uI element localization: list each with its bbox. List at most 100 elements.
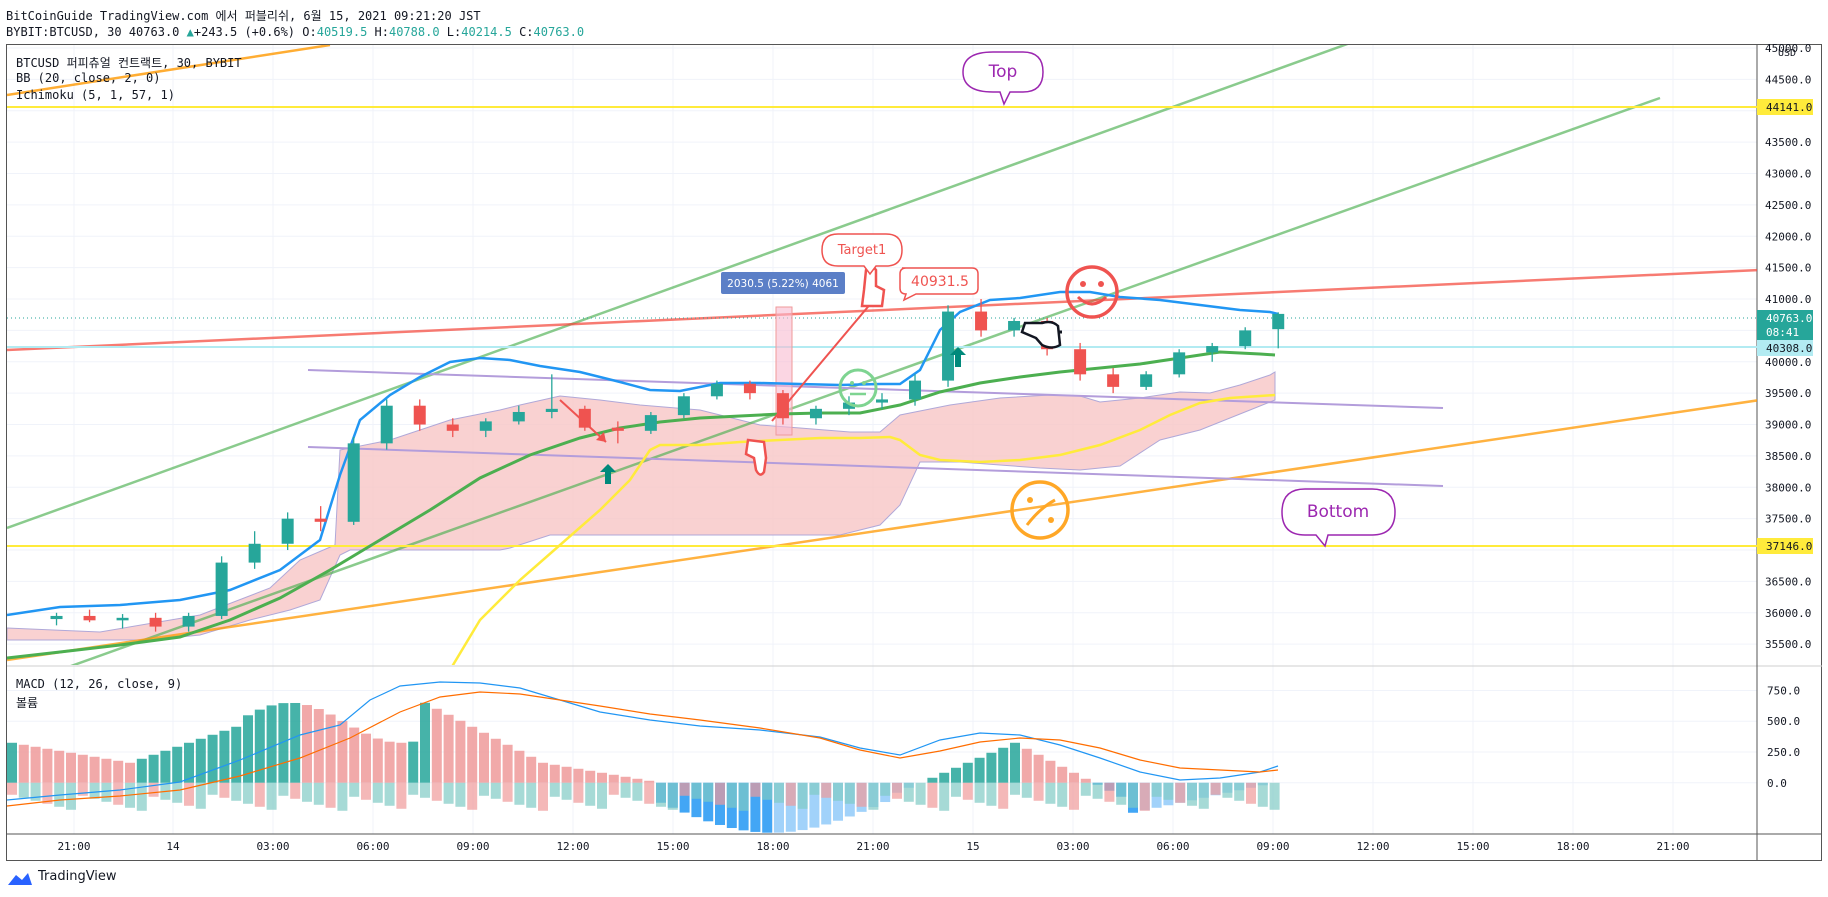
top-callout[interactable]: Top [962, 51, 1044, 106]
volume-bar [302, 782, 312, 802]
macd-bar [290, 702, 301, 783]
bottom-callout[interactable]: Bottom [1281, 488, 1396, 548]
legend-volume[interactable]: 볼륨 [16, 696, 39, 710]
candle[interactable] [1272, 312, 1285, 349]
macd-bar [231, 726, 242, 783]
candle[interactable] [545, 374, 558, 419]
candle[interactable] [809, 405, 822, 425]
macd-line [7, 681, 1279, 801]
candle[interactable] [248, 531, 261, 569]
volume-bar [620, 782, 631, 798]
candle[interactable] [1107, 368, 1120, 394]
time-tick-label: 21:00 [57, 840, 90, 853]
candle[interactable] [677, 393, 690, 419]
candle[interactable] [116, 614, 129, 629]
volume-bar [1175, 782, 1186, 803]
time-tick-label: 09:00 [456, 840, 489, 853]
green-channel-upper[interactable] [7, 43, 1350, 530]
price-tick-label: 36500.0 [1765, 575, 1811, 588]
volume-bar [726, 782, 737, 808]
chart-frame[interactable] [6, 44, 1822, 861]
candle[interactable] [1140, 371, 1153, 391]
candle[interactable] [1206, 342, 1219, 362]
top-callout-text: Top [988, 62, 1018, 82]
candle[interactable] [1074, 342, 1087, 381]
time-tick-label: 18:00 [756, 840, 789, 853]
candle[interactable] [479, 418, 492, 438]
volume-bar [809, 782, 820, 795]
target1-callout[interactable]: Target1 [821, 233, 903, 276]
macd-bar [113, 760, 124, 783]
time-axis[interactable]: 21:00 14 03:00 06:00 09:00 12:00 15:00 18:00 21:… [57, 840, 1689, 853]
candle[interactable] [710, 380, 723, 400]
macd-bar [986, 752, 997, 783]
time-tick-label: 03:00 [256, 840, 289, 853]
macd-signal-line [7, 691, 1279, 807]
legend-main[interactable]: BTCUSD 퍼피츄얼 컨트랙트, 30, BYBIT [16, 56, 242, 70]
purple-channel-lower[interactable] [307, 446, 1444, 487]
candle[interactable] [909, 374, 922, 406]
candle[interactable] [842, 396, 855, 416]
candle[interactable] [1008, 317, 1021, 337]
volume-bar [691, 782, 702, 799]
footer-brand[interactable]: TradingView [8, 869, 117, 884]
candle[interactable] [182, 612, 195, 632]
candle[interactable] [1239, 327, 1252, 350]
target-price-callout[interactable]: 40931.5 [899, 267, 979, 302]
up-arrow-icon: ▲ [186, 25, 194, 39]
volume-bar [903, 782, 914, 802]
candle[interactable] [644, 411, 657, 434]
candle[interactable] [50, 612, 63, 626]
macd-bar [125, 762, 135, 783]
measure-label[interactable]: 2030.5 (5.22%) 4061 [721, 272, 845, 294]
volume-bar [455, 782, 466, 807]
candle[interactable] [611, 421, 624, 444]
legend-ichimoku[interactable]: Ichimoku (5, 1, 57, 1) [16, 88, 175, 102]
volume-bar [585, 782, 596, 806]
price-axis[interactable]: 45000.044500.044000.043500.043000.042500… [1765, 42, 1811, 651]
target1-text: Target1 [837, 243, 887, 258]
candle[interactable] [215, 556, 228, 620]
price-label-top: 44141.0 [1757, 99, 1813, 115]
candle[interactable] [281, 512, 294, 551]
volume-bar [1069, 782, 1079, 810]
smile-face-green-icon [838, 368, 878, 408]
svg-text:08:41: 08:41 [1766, 326, 1799, 339]
legend-bb[interactable]: BB (20, close, 2, 0) [16, 71, 161, 85]
macd-bar [278, 703, 289, 783]
macd-axis[interactable]: 750.0 500.0 250.0 0.0 [1767, 684, 1800, 789]
macd-bar [66, 752, 76, 783]
orange-line-upper[interactable] [7, 45, 331, 97]
macd-bar [573, 768, 584, 783]
candle[interactable] [380, 399, 393, 450]
macd-bar [597, 772, 607, 783]
candle[interactable] [942, 305, 955, 387]
time-tick-label: 06:00 [356, 840, 389, 853]
macd-histogram[interactable] [7, 702, 1280, 833]
bb-upper-band [7, 290, 1279, 617]
candle[interactable] [578, 405, 591, 431]
macd-bar [455, 720, 466, 783]
candle[interactable] [83, 609, 96, 623]
candle[interactable] [149, 612, 162, 632]
candle[interactable] [876, 393, 888, 409]
volume-bar [502, 782, 513, 802]
macd-bar [939, 772, 950, 783]
volume-bar [644, 782, 655, 804]
red-resistance-line[interactable] [7, 268, 1760, 352]
volume-bar [797, 782, 808, 809]
candle[interactable] [512, 405, 525, 425]
candle[interactable] [743, 380, 756, 400]
macd-bar [384, 741, 395, 783]
candle[interactable] [314, 506, 327, 532]
legend-macd[interactable]: MACD (12, 26, close, 9) [16, 677, 183, 691]
volume-bar [372, 782, 383, 803]
candle[interactable] [347, 437, 360, 525]
candle[interactable] [446, 418, 459, 438]
candle[interactable] [1173, 349, 1186, 378]
candle[interactable] [975, 299, 988, 337]
red-arrow-line[interactable] [559, 399, 607, 443]
candle[interactable] [413, 399, 426, 431]
orange-support-line[interactable] [7, 399, 1760, 662]
